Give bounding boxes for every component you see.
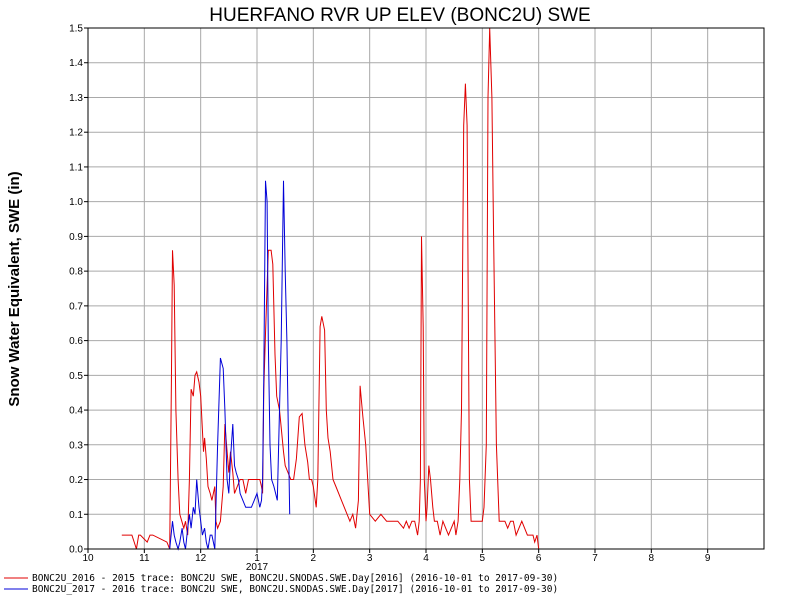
y-tick-label: 0.2	[69, 475, 83, 486]
chart-title: HUERFANO RVR UP ELEV (BONC2U) SWE	[209, 5, 590, 26]
x-tick-label: 7	[592, 553, 598, 564]
legend-entry: BONC2U_2017 - 2016 trace: BONC2U SWE, BO…	[32, 584, 558, 595]
year-label: 2017	[246, 562, 269, 573]
series-lines	[121, 27, 540, 551]
y-tick-label: 1.5	[69, 24, 83, 35]
x-tick-label: 11	[139, 553, 150, 564]
y-tick-label: 1.0	[69, 197, 83, 208]
x-tick-label: 10	[82, 553, 94, 564]
x-tick-label: 6	[536, 553, 542, 564]
y-tick-label: 0.6	[69, 336, 83, 347]
series-line-1	[121, 27, 540, 550]
series-line-2	[169, 180, 291, 551]
x-tick-label: 1	[254, 553, 260, 564]
y-tick-label: 1.3	[69, 93, 83, 104]
y-tick-label: 0.1	[69, 510, 83, 521]
x-tick-label: 9	[705, 553, 711, 564]
x-tick-label: 3	[367, 553, 373, 564]
y-axis-label: Snow Water Equivalent, SWE (in)	[6, 171, 23, 406]
y-tick-label: 0.4	[69, 406, 83, 417]
y-tick-label: 0.3	[69, 440, 83, 451]
legend-entry: BONC2U_2016 - 2015 trace: BONC2U SWE, BO…	[32, 573, 558, 584]
grid-lines	[88, 28, 764, 549]
y-tick-label: 1.1	[69, 162, 83, 173]
x-tick-label: 2	[311, 553, 317, 564]
y-tick-label: 1.2	[69, 128, 83, 139]
y-tick-label: 0.8	[69, 267, 83, 278]
y-tick-label: 0.7	[69, 301, 83, 312]
x-tick-label: 4	[423, 553, 429, 564]
x-tick-label: 12	[195, 553, 207, 564]
legend: BONC2U_2016 - 2015 trace: BONC2U SWE, BO…	[4, 573, 558, 595]
y-tick-label: 1.4	[69, 58, 83, 69]
x-tick-label: 5	[480, 553, 486, 564]
y-tick-labels: 0.0 0.1 0.2 0.3 0.4 0.5 0.6 0.7 0.8 0.9 1.0 1.1 1.2 1…	[69, 24, 88, 556]
y-tick-label: 0.0	[69, 545, 83, 556]
x-tick-label: 8	[649, 553, 655, 564]
y-tick-label: 0.5	[69, 371, 83, 382]
x-tick-labels: 10 11 12 1 2 3 4 5 6 7 8 9	[82, 549, 711, 564]
y-tick-label: 0.9	[69, 232, 83, 243]
